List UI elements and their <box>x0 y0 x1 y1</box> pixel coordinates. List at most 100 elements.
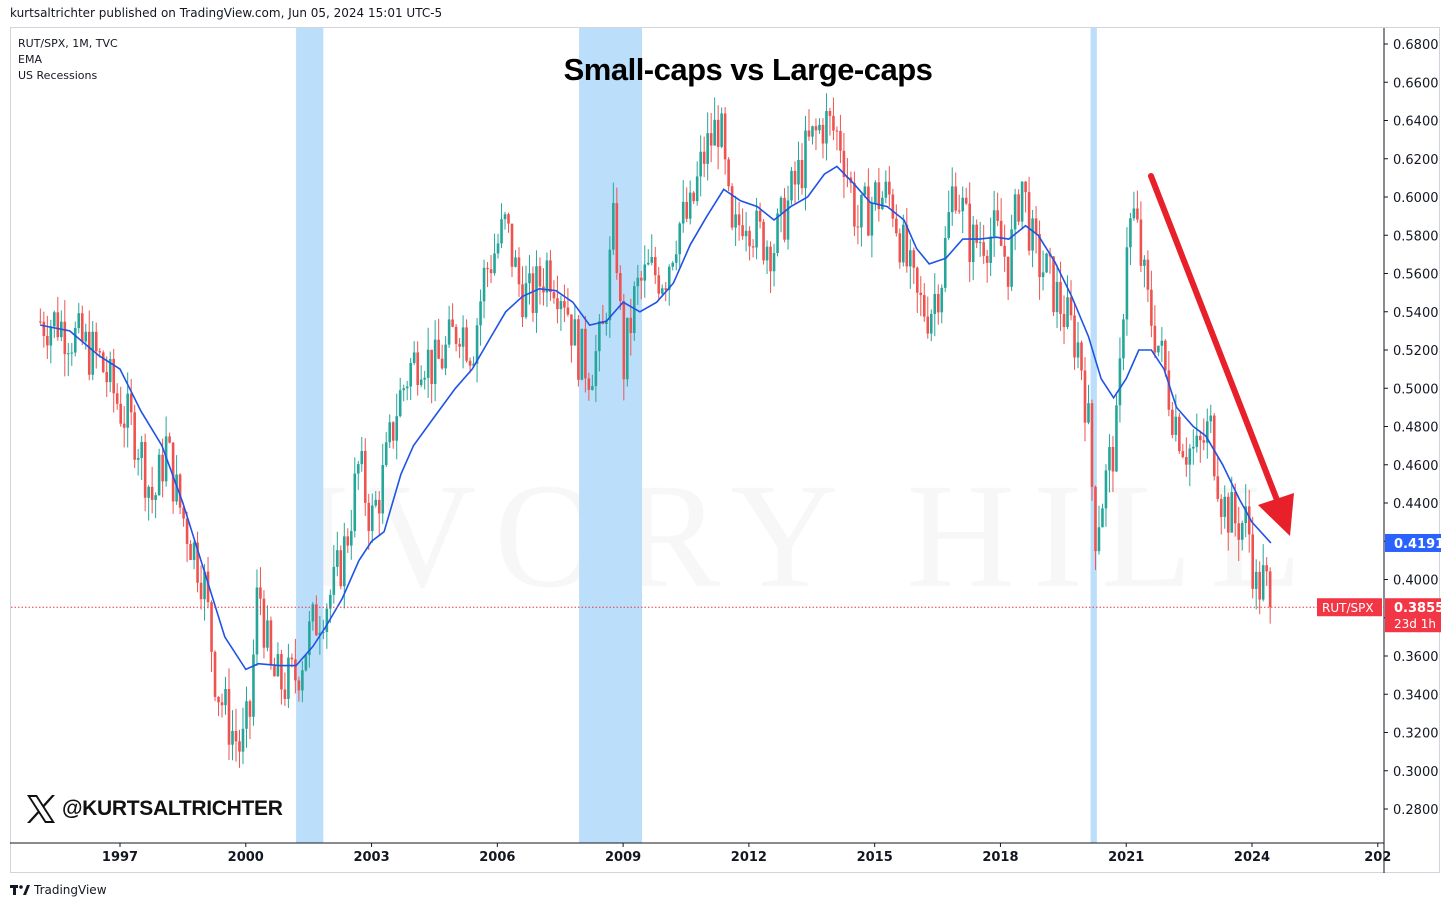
candle-down <box>1034 218 1038 235</box>
candle-down <box>290 657 294 660</box>
candle-up <box>1087 403 1090 423</box>
candle-up <box>989 236 992 263</box>
candle-down <box>196 542 199 583</box>
candle-up <box>84 331 88 342</box>
x-tick-label: 2012 <box>731 850 767 865</box>
candle-up <box>713 119 716 146</box>
x-tick-label: 2009 <box>605 850 641 865</box>
candle-down <box>1219 498 1223 517</box>
candle-up <box>811 126 814 137</box>
candle-up <box>671 262 675 267</box>
ema-line <box>40 165 1272 671</box>
candle-up <box>398 390 402 417</box>
candle-up <box>154 495 157 500</box>
candle-down <box>999 220 1003 246</box>
candle-up <box>1129 218 1132 248</box>
candle-up <box>1240 523 1244 540</box>
candle-down <box>587 378 591 390</box>
candle-down <box>570 314 573 346</box>
candle-up <box>1010 229 1013 287</box>
candle-down <box>1003 245 1006 257</box>
candle-up <box>360 451 364 465</box>
candle-down <box>101 352 105 372</box>
candle-down <box>346 536 350 546</box>
candle-up <box>126 393 129 428</box>
candle-down <box>549 260 552 293</box>
candle-down <box>751 246 755 248</box>
y-tick-label: 0.3400 <box>1393 688 1439 703</box>
candle-up <box>381 465 385 514</box>
candle-down <box>115 393 119 404</box>
candle-up <box>325 608 329 633</box>
candle-down <box>1202 440 1206 443</box>
candle-down <box>957 210 961 212</box>
candle-down <box>727 159 730 187</box>
candle-down <box>538 266 542 287</box>
candle-up <box>755 210 758 248</box>
candle-down <box>552 292 556 299</box>
candle-up <box>1160 340 1164 346</box>
candle-down <box>922 295 926 317</box>
candle-down <box>1258 571 1261 600</box>
candle-up <box>136 457 140 460</box>
legend-symbol[interactable]: RUT/SPX, 1M, TVC <box>18 37 118 50</box>
candle-up <box>287 657 290 699</box>
candle-up <box>329 594 332 609</box>
candle-down <box>891 194 895 219</box>
candle-down <box>210 602 213 652</box>
x-tick-label: 2021 <box>1108 850 1144 865</box>
candle-down <box>1062 313 1066 328</box>
candle-up <box>423 377 426 380</box>
candle-down <box>1198 435 1202 441</box>
candle-up <box>1045 253 1048 273</box>
candle-down <box>723 113 727 160</box>
candle-down <box>161 454 164 482</box>
candle-down <box>238 741 241 752</box>
candle-up <box>1192 446 1195 449</box>
candle-up <box>1157 345 1160 353</box>
candle-up <box>978 242 982 244</box>
candle-down <box>915 267 919 293</box>
candle-up <box>419 379 423 386</box>
legend-ema[interactable]: EMA <box>18 53 42 66</box>
candle-up <box>1143 259 1146 266</box>
candle-up <box>304 655 308 671</box>
candle-up <box>765 246 769 261</box>
candle-down <box>1153 325 1157 353</box>
y-tick-label: 0.5800 <box>1393 229 1439 244</box>
candle-down <box>639 277 643 281</box>
candle-up <box>402 388 405 391</box>
candle-up <box>388 422 392 443</box>
candle-up <box>825 110 828 144</box>
candle-up <box>482 267 486 302</box>
candle-up <box>929 313 933 334</box>
candle-up <box>444 344 447 369</box>
candle-up <box>1209 415 1213 422</box>
candle-up <box>612 203 615 250</box>
y-tick-label: 0.3200 <box>1393 727 1439 742</box>
legend-recessions[interactable]: US Recessions <box>18 69 98 82</box>
y-tick-label: 0.4800 <box>1393 421 1439 436</box>
candle-up <box>479 301 482 326</box>
candle-down <box>1080 342 1083 371</box>
candle-up <box>961 197 965 212</box>
candle-down <box>821 124 825 144</box>
candle-down <box>692 192 695 202</box>
candle-up <box>545 260 549 293</box>
candle-down <box>758 210 762 222</box>
candle-up <box>461 327 465 347</box>
candle-up <box>503 214 507 220</box>
candle-down <box>416 352 419 386</box>
candle-up <box>1115 405 1118 472</box>
candle-up <box>405 386 409 389</box>
candle-down <box>63 321 67 355</box>
candle-down <box>584 328 587 379</box>
chart-title: Small-caps vs Large-caps <box>563 52 933 87</box>
y-tick-label: 0.4000 <box>1393 574 1439 589</box>
candle-down <box>391 422 395 441</box>
x-tick-label: 2003 <box>353 850 389 865</box>
candle-down <box>737 214 741 226</box>
candle-down <box>835 130 839 132</box>
candle-down <box>168 436 171 443</box>
